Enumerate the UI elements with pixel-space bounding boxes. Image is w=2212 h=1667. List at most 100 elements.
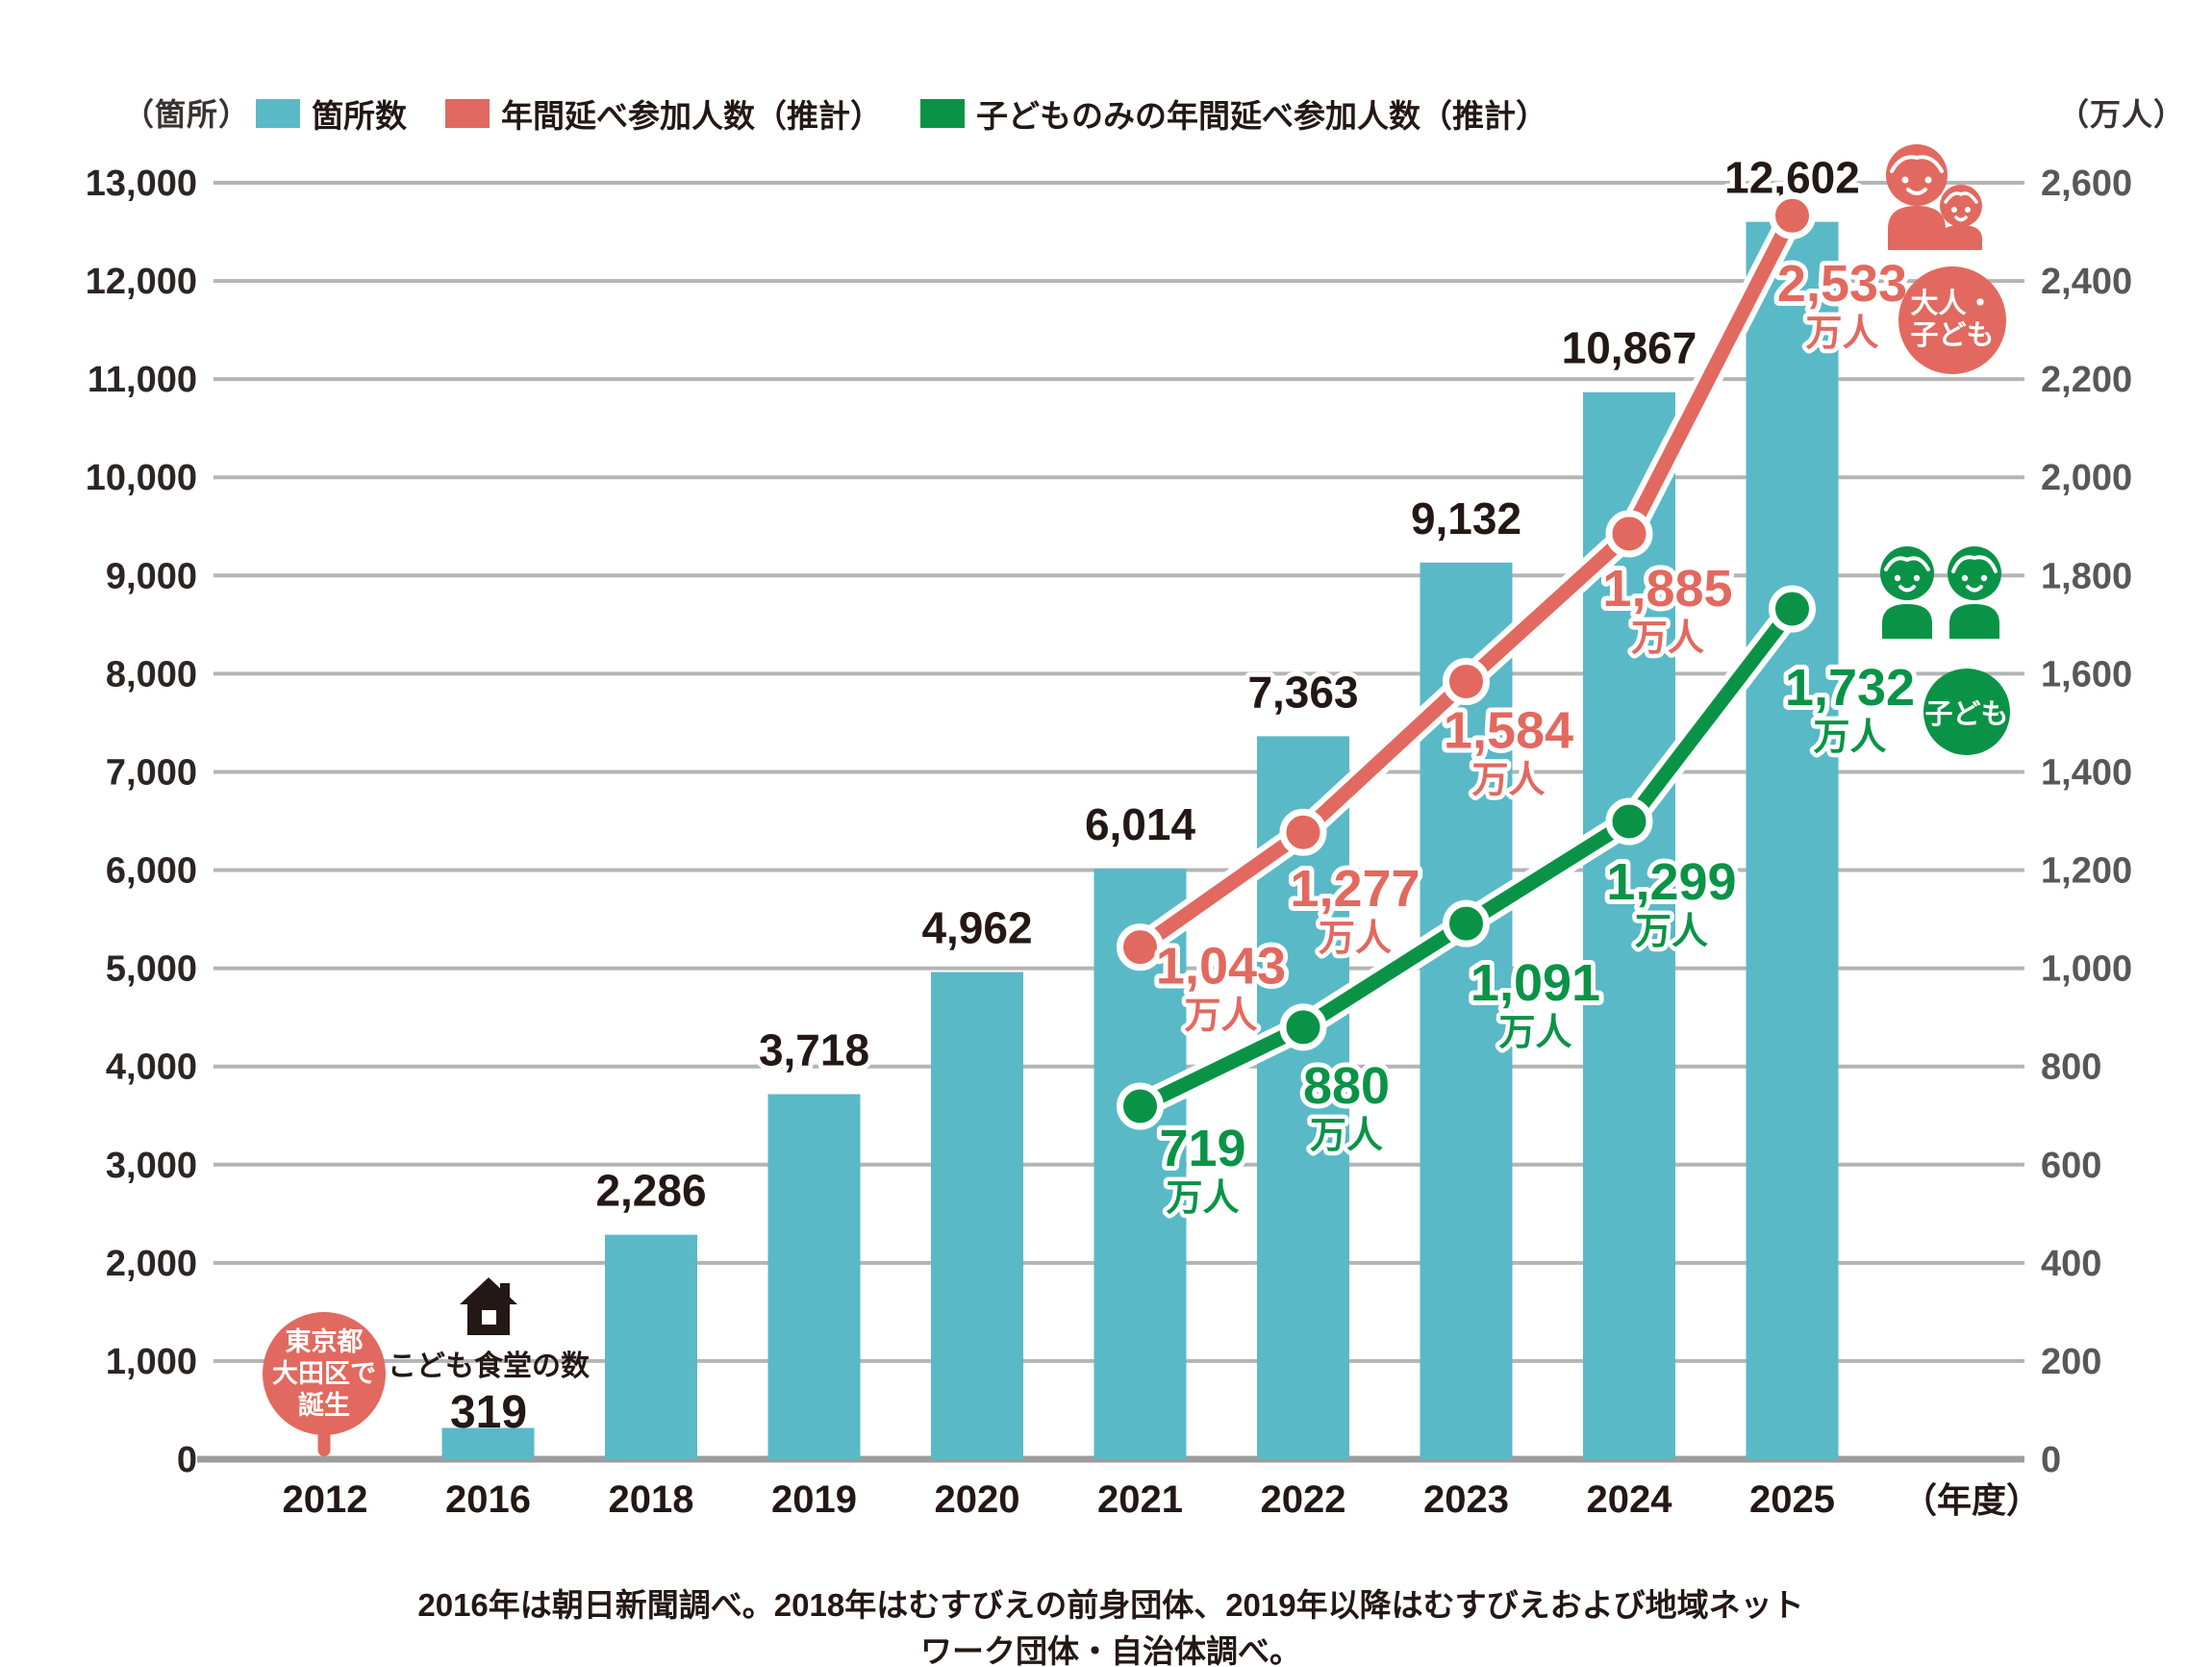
bar <box>441 1427 535 1459</box>
balloon-line: 東京都 <box>285 1326 364 1356</box>
x-axis-year-label: 2024 <box>1587 1478 1673 1521</box>
house-2016-annotation: こども食堂の数 319 <box>383 1276 594 1439</box>
balloon-stem <box>317 1429 331 1456</box>
adults-children-badge: 大人・ 子ども <box>1898 266 2006 374</box>
x-axis-year-label: 2012 <box>283 1478 368 1521</box>
legend-item-child-participants: 子どものみの年間延べ参加人数（推計） <box>920 90 1547 137</box>
children-badge: 子ども <box>1923 669 2010 755</box>
point-value-label: 1,885 <box>1602 560 1732 618</box>
x-axis-year-label: 2022 <box>1261 1478 1346 1521</box>
left-axis-tick: 13,000 <box>86 164 197 204</box>
badge-line: 大人・ <box>1910 289 1995 319</box>
point-value-label: 880 <box>1303 1057 1390 1115</box>
left-axis-tick: 0 <box>177 1440 197 1480</box>
legend-item-locations: 箇所数 <box>256 90 407 137</box>
point-value-label: 1,091 <box>1470 954 1600 1012</box>
balloon-line: 大田区で <box>272 1358 376 1388</box>
point-value-label: 1,732 <box>1785 659 1915 717</box>
legend-item-total-participants: 年間延べ参加人数（推計） <box>445 90 882 137</box>
x-axis-year-label: 2021 <box>1097 1478 1183 1521</box>
point-value-label: 719 <box>1159 1120 1245 1177</box>
balloon-line: 誕生 <box>298 1390 350 1420</box>
data-point <box>1769 191 1816 240</box>
bar <box>931 972 1023 1459</box>
bar-value-label: 7,363 <box>1247 667 1358 717</box>
data-point <box>1117 1082 1164 1130</box>
bar-value-label: 6,014 <box>1085 799 1196 849</box>
data-point <box>1769 585 1816 633</box>
point-value-label: 2,533 <box>1777 255 1907 313</box>
point-unit-label: 万人 <box>1498 1013 1571 1053</box>
point-unit-label: 万人 <box>1635 912 1708 952</box>
house-icon <box>460 1277 517 1335</box>
left-axis-tick: 6,000 <box>106 851 197 892</box>
legend: 箇所数 年間延べ参加人数（推計） 子どものみの年間延べ参加人数（推計） <box>256 90 1547 137</box>
bar-value-label: 10,867 <box>1562 323 1697 373</box>
bar <box>605 1234 697 1459</box>
point-unit-label: 万人 <box>1631 619 1704 659</box>
footnote: 2016年は朝日新聞調べ。2018年はむすびえの前身団体、2019年以降はむすび… <box>404 1579 1818 1667</box>
point-value-label: 1,043 <box>1156 938 1286 996</box>
x-axis-year-label: 2023 <box>1423 1478 1509 1521</box>
x-axis-unit-label: （年度） <box>1902 1480 2041 1520</box>
left-axis-tick: 5,000 <box>106 949 197 990</box>
balloon-2012-annotation: 東京都 大田区で 誕生 <box>263 1312 386 1456</box>
left-axis-tick: 3,000 <box>106 1146 197 1186</box>
bar-value-label: 2,286 <box>595 1166 706 1216</box>
bar <box>1746 221 1839 1460</box>
right-axis-tick: 2,000 <box>2041 458 2132 498</box>
x-axis-year-label: 2016 <box>445 1478 531 1521</box>
bar <box>767 1094 861 1459</box>
data-point <box>1605 797 1653 846</box>
right-axis-tick: 800 <box>2041 1048 2101 1088</box>
data-point <box>1279 1003 1327 1051</box>
left-axis-tick: 8,000 <box>106 654 197 695</box>
right-axis-tick: 1,000 <box>2041 949 2132 990</box>
point-unit-label: 万人 <box>1805 314 1878 354</box>
point-unit-label: 万人 <box>1471 761 1545 801</box>
left-axis-tick: 1,000 <box>106 1342 197 1382</box>
data-point <box>1443 658 1490 706</box>
right-axis-tick: 1,400 <box>2041 752 2132 793</box>
child-participants-swatch <box>920 99 965 128</box>
children-icon <box>1880 546 2001 639</box>
right-axis-tick: 200 <box>2041 1342 2101 1382</box>
badge-line: 子ども <box>1910 320 1995 351</box>
adults-children-icon <box>1886 144 1982 250</box>
right-axis-tick: 1,600 <box>2041 654 2132 695</box>
data-point <box>1605 510 1653 558</box>
point-unit-label: 万人 <box>1813 718 1886 758</box>
left-axis-tick: 4,000 <box>106 1048 197 1088</box>
bar-value-label: 9,132 <box>1411 493 1521 543</box>
bar-value-label: 3,718 <box>759 1024 869 1074</box>
point-value-label: 1,299 <box>1606 853 1736 911</box>
x-axis-year-label: 2025 <box>1749 1478 1835 1521</box>
right-axis-tick: 2,200 <box>2041 360 2132 400</box>
left-axis-tick: 7,000 <box>106 752 197 793</box>
badge-line: 子ども <box>1924 699 2009 730</box>
data-point <box>1117 923 1164 972</box>
x-axis-year-label: 2019 <box>771 1478 857 1521</box>
left-axis-tick: 11,000 <box>88 360 197 400</box>
point-unit-label: 万人 <box>1166 1178 1239 1219</box>
left-axis-unit: （箇所） <box>123 97 251 132</box>
right-axis-unit: （万人） <box>2058 97 2186 132</box>
locations-swatch <box>256 99 300 128</box>
point-value-label: 1,277 <box>1290 860 1420 918</box>
right-axis-tick: 400 <box>2041 1244 2101 1284</box>
point-unit-label: 万人 <box>1184 997 1257 1037</box>
point-unit-label: 万人 <box>1310 1116 1383 1156</box>
legend-item-label: 箇所数 <box>312 98 407 134</box>
left-axis-tick: 2,000 <box>106 1244 197 1284</box>
left-axis-tick: 12,000 <box>86 262 197 302</box>
house-caption: こども食堂の数 <box>388 1351 590 1382</box>
legend-item-label: 年間延べ参加人数（推計） <box>501 98 882 134</box>
right-axis-tick: 0 <box>2041 1440 2061 1480</box>
data-point <box>1443 899 1490 947</box>
right-axis-tick: 2,400 <box>2041 262 2132 302</box>
bar-value-label: 4,962 <box>921 902 1032 952</box>
legend-item-label: 子どものみの年間延べ参加人数（推計） <box>976 98 1547 134</box>
x-axis-year-label: 2018 <box>609 1478 694 1521</box>
